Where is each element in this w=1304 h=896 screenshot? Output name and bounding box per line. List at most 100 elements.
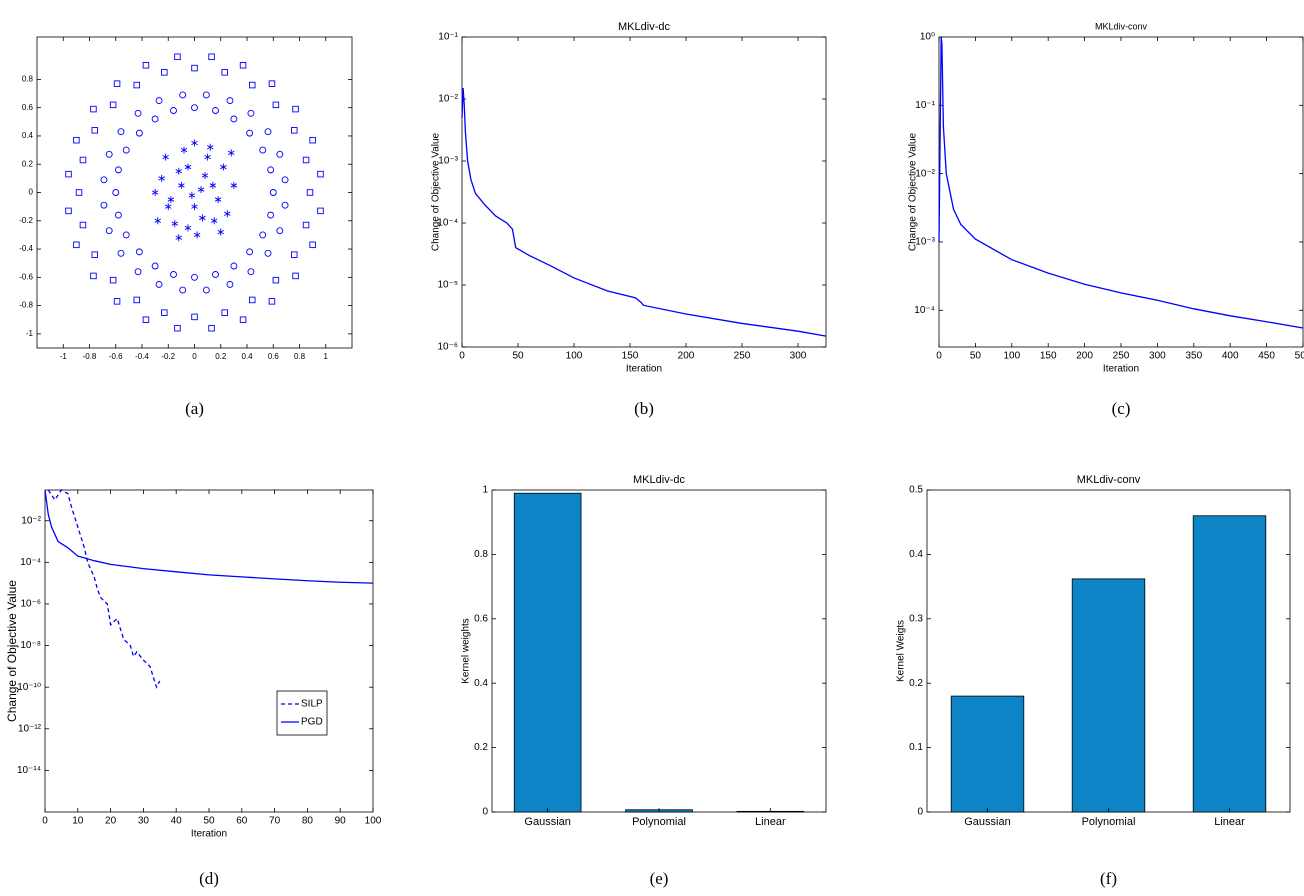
- point: [174, 324, 181, 332]
- point: [91, 127, 98, 134]
- point: [204, 153, 211, 161]
- point: [291, 251, 298, 258]
- point: [227, 149, 235, 157]
- point: [142, 316, 150, 323]
- plot-frame: [36, 36, 353, 349]
- x-tick-label: 100: [1003, 351, 1020, 362]
- x-tick-label: Polynomial: [632, 816, 686, 828]
- y-tick-label: -0.8: [19, 301, 33, 310]
- caption: (a): [185, 399, 204, 418]
- y-axis-label: Kernel Weigts: [896, 620, 907, 682]
- point: [113, 80, 121, 87]
- y-tick-label: 10⁻³: [915, 237, 935, 248]
- point: [248, 81, 256, 89]
- caption: (e): [650, 869, 669, 888]
- y-tick-label: 10⁻⁴: [20, 557, 41, 568]
- point: [105, 150, 113, 158]
- x-tick-label: Gaussian: [524, 816, 570, 828]
- point: [317, 170, 324, 178]
- point: [202, 286, 210, 294]
- x-tick-label: 200: [1076, 351, 1093, 362]
- y-tick-label: 10⁻¹⁴: [17, 765, 41, 776]
- point: [175, 234, 183, 242]
- point: [224, 210, 231, 218]
- y-tick-label: 10⁻⁴: [437, 218, 458, 229]
- point: [309, 136, 316, 144]
- caption: (b): [634, 399, 654, 418]
- point: [246, 129, 254, 137]
- x-tick-label: 300: [1149, 351, 1166, 362]
- point: [221, 69, 228, 76]
- y-tick-label: 0: [482, 807, 488, 818]
- y-tick-label: 1: [482, 485, 488, 496]
- line-series: [461, 88, 827, 337]
- point: [272, 276, 280, 284]
- x-tick-label: Gaussian: [964, 816, 1010, 828]
- point: [276, 150, 284, 158]
- y-tick-label: 10⁻¹: [915, 100, 935, 111]
- point: [268, 80, 276, 87]
- point: [117, 249, 125, 257]
- plot-frame: [44, 489, 374, 813]
- x-tick-label: 350: [1185, 351, 1202, 362]
- point: [75, 189, 83, 196]
- point: [79, 221, 87, 229]
- plot-frame: [938, 36, 1304, 348]
- point: [191, 203, 198, 211]
- point: [174, 53, 181, 61]
- point: [112, 189, 120, 196]
- point: [306, 189, 314, 196]
- x-axis-label: Iteration: [191, 829, 227, 840]
- plot-frame: [461, 36, 827, 348]
- point: [122, 146, 130, 154]
- x-tick-label: 250: [1113, 351, 1130, 362]
- y-tick-label: 0.6: [474, 613, 488, 624]
- legend-box: [276, 690, 328, 736]
- chart-title: MKLdiv-conv: [1077, 474, 1141, 486]
- y-tick-label: 10⁻⁵: [437, 280, 458, 291]
- y-axis-label: Change of Objective Value: [431, 132, 442, 251]
- x-tick-label: 50: [512, 351, 524, 362]
- subplot: MKLdiv-conv Kernel Weigts (f) 0 0.1 0.2 0.3 0.4…: [896, 474, 1291, 888]
- y-tick-label: 10⁻⁶: [20, 599, 41, 610]
- point: [259, 231, 267, 239]
- x-tick-label: 20: [105, 816, 117, 827]
- point: [197, 186, 205, 194]
- point: [151, 189, 159, 196]
- x-tick-label: 10: [72, 816, 84, 827]
- point: [184, 224, 192, 232]
- bar: [1192, 515, 1267, 813]
- point: [239, 316, 247, 323]
- point: [292, 272, 299, 280]
- y-tick-label: 0.2: [474, 742, 488, 753]
- point: [264, 128, 272, 136]
- point: [170, 271, 177, 278]
- point: [302, 156, 310, 164]
- subplot: (a) -1 -0.8 -0.6 -0.4 -0.2 0 0.2 0.4 0.6 0.8 -1 -0.8…: [19, 36, 353, 418]
- point: [208, 53, 215, 61]
- x-tick-label: 0: [192, 352, 197, 361]
- point: [151, 262, 159, 270]
- y-tick-label: 0.2: [22, 159, 34, 168]
- y-axis-label: Change of Objective Value: [908, 132, 919, 251]
- point: [210, 217, 218, 225]
- point: [230, 181, 238, 189]
- x-tick-label: 80: [302, 816, 314, 827]
- x-tick-label: Linear: [755, 816, 786, 828]
- point: [122, 231, 130, 239]
- point: [191, 313, 198, 321]
- point: [79, 156, 87, 164]
- x-tick-label: 60: [236, 816, 248, 827]
- point: [317, 207, 324, 215]
- x-tick-label: 100: [365, 816, 382, 827]
- point: [134, 268, 142, 276]
- point: [226, 97, 234, 105]
- subplot: MKLdiv-dc Iteration Change of Objective Va…: [431, 21, 827, 418]
- x-tick-label: 70: [269, 816, 281, 827]
- point: [309, 241, 316, 249]
- x-tick-label: 450: [1258, 351, 1275, 362]
- point: [281, 176, 289, 184]
- point: [113, 298, 121, 305]
- subplot: MKLdiv-dc Kernel weights (e) 0 0.2 0.4 0.6 0.8 1…: [461, 474, 827, 888]
- y-tick-label: 0.8: [22, 75, 34, 84]
